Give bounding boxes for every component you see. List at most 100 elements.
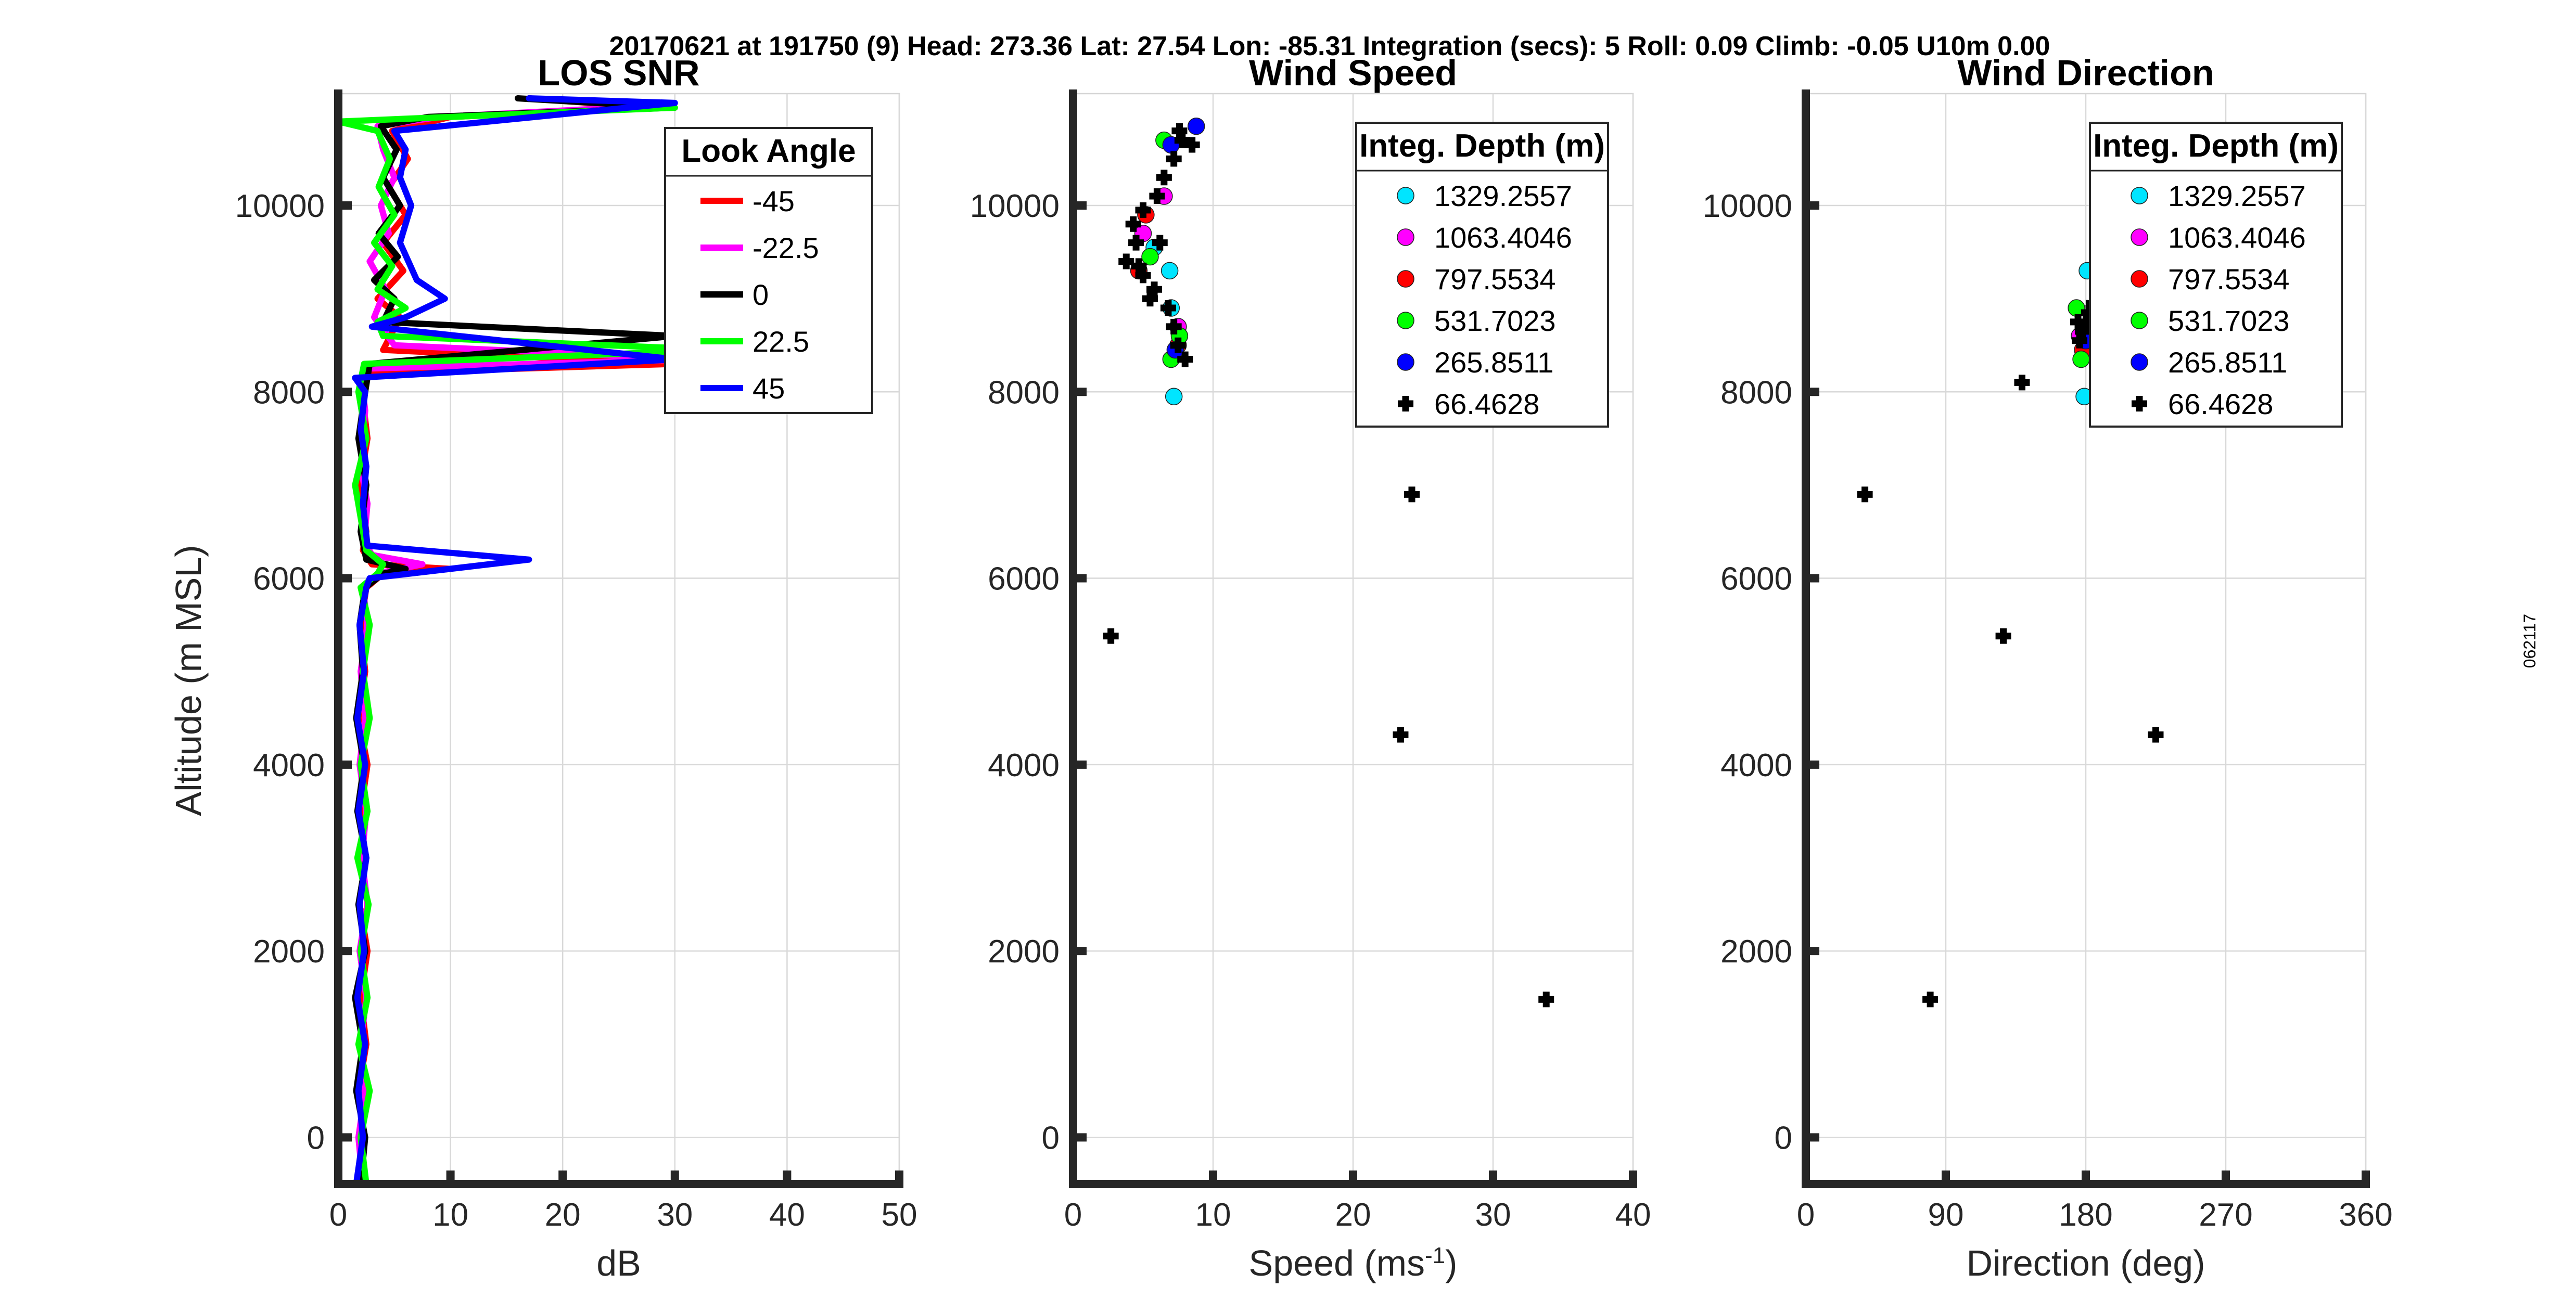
wind-direction-ytick-label: 2000 xyxy=(1720,934,1792,970)
los-snr-series-line-2 xyxy=(352,95,678,1187)
wind-direction-ytick-label: 10000 xyxy=(1703,188,1792,224)
los-snr-ytick-label: 0 xyxy=(307,1120,325,1156)
wind-direction-xtick-label: 180 xyxy=(2059,1197,2112,1233)
wind-speed-legend-swatch xyxy=(1397,228,1414,246)
wind-direction-data-point xyxy=(2148,727,2164,743)
los-snr-xtick-label: 40 xyxy=(769,1197,805,1233)
wind-direction-data-point xyxy=(2072,332,2088,349)
wind-speed-data-point xyxy=(1141,248,1159,266)
wind-direction-legend-entry: 265.8511 xyxy=(2168,346,2287,379)
wind-direction-data-point xyxy=(2072,350,2090,368)
wind-speed-data-point xyxy=(1135,267,1151,284)
los-snr-panel: 0 10 20 30 40 50 0 2000 4000 6000 8000 10000 LOS SNR… xyxy=(168,53,917,1283)
los-snr-ytick-label: 2000 xyxy=(253,934,325,970)
wind-direction-legend-swatch xyxy=(2131,353,2148,371)
los-snr-legend-entry: -45 xyxy=(753,185,795,217)
wind-speed-data-point xyxy=(1135,202,1151,218)
los-snr-xtick-label: 20 xyxy=(545,1197,581,1233)
wind-speed-xtick-label: 20 xyxy=(1335,1197,1371,1233)
los-snr-legend-title: Look Angle xyxy=(681,133,856,169)
los-snr-ytick-label: 8000 xyxy=(253,375,325,410)
wind-direction-legend-entry: 66.4628 xyxy=(2168,388,2273,420)
wind-speed-legend-entry: 66.4628 xyxy=(1434,388,1539,420)
wind-speed-series-group xyxy=(1103,117,1554,1008)
wind-speed-data-point xyxy=(1165,388,1183,405)
los-snr-series-group xyxy=(335,95,723,1187)
wind-direction-legend-swatch xyxy=(2131,312,2148,329)
wind-speed-data-point xyxy=(1404,486,1420,503)
los-snr-legend-box xyxy=(664,127,873,414)
wind-direction-ytick-label: 6000 xyxy=(1720,561,1792,597)
wind-speed-ytick-label: 6000 xyxy=(988,561,1060,597)
wind-speed-data-point xyxy=(1152,235,1168,251)
wind-speed-data-point xyxy=(1166,151,1182,167)
wind-direction-legend-swatch xyxy=(2131,228,2148,246)
wind-speed-ytick-label: 8000 xyxy=(988,375,1060,410)
figure-header: 20170621 at 191750 (9) Head: 273.36 Lat:… xyxy=(609,31,2050,61)
wind-speed-axes xyxy=(1069,89,1637,1188)
wind-direction-data-point xyxy=(1922,992,1939,1008)
wind-speed-data-point xyxy=(1166,318,1182,335)
los-snr-xtick-label: 30 xyxy=(657,1197,693,1233)
los-snr-legend-entry: 22.5 xyxy=(753,325,809,358)
wind-speed-data-point xyxy=(1125,216,1141,232)
wind-direction-legend-swatch xyxy=(2132,396,2147,411)
wind-direction-panel: 0 90 180 270 360 0 2000 4000 6000 8000 10000 Wind D… xyxy=(1703,53,2393,1283)
wind-speed-ytick-label: 4000 xyxy=(988,748,1060,783)
wind-speed-title: Wind Speed xyxy=(1249,53,1457,93)
wind-direction-data-point xyxy=(1857,486,1873,503)
wind-speed-ytick-label: 10000 xyxy=(970,188,1060,224)
wind-speed-data-point xyxy=(1149,188,1165,204)
wind-speed-xlabel: Speed (ms-1) xyxy=(1249,1243,1458,1284)
los-snr-ytick-label: 4000 xyxy=(253,748,325,783)
los-snr-xtick-label: 50 xyxy=(882,1197,917,1233)
wind-direction-legend-swatch xyxy=(2131,270,2148,288)
wind-speed-legend-entry: 265.8511 xyxy=(1434,346,1553,379)
wind-direction-ytick-label: 0 xyxy=(1775,1120,1792,1156)
wind-direction-ytick-label: 4000 xyxy=(1720,748,1792,783)
wind-speed-legend-entry: 1063.4046 xyxy=(1434,221,1572,254)
wind-speed-xtick-label: 0 xyxy=(1064,1197,1082,1233)
wind-speed-ytick-label: 0 xyxy=(1042,1120,1060,1156)
wind-direction-legend: Integ. Depth (m) 1329.2557 1063.4046 797.55… xyxy=(2089,122,2343,428)
los-snr-legend: Look Angle -45 -22.5 0 22.5 45 xyxy=(664,127,873,414)
wind-direction-axes xyxy=(1802,89,2370,1188)
los-snr-xtick-label: 0 xyxy=(329,1197,347,1233)
wind-speed-xtick-label: 30 xyxy=(1475,1197,1511,1233)
los-snr-legend-entry: 0 xyxy=(753,278,769,311)
los-snr-legend-entry: 45 xyxy=(753,372,785,405)
wind-speed-legend-swatch xyxy=(1397,187,1414,204)
wind-speed-data-point xyxy=(1146,281,1163,298)
wind-speed-data-point xyxy=(1156,170,1172,186)
los-snr-title: LOS SNR xyxy=(538,53,699,93)
wind-direction-legend-title: Integ. Depth (m) xyxy=(2093,128,2339,164)
wind-speed-legend-swatch xyxy=(1397,270,1414,288)
wind-speed-panel: 0 10 20 30 40 0 2000 4000 6000 8000 10000 Wind Spee… xyxy=(970,53,1651,1283)
wind-direction-xtick-label: 360 xyxy=(2339,1197,2392,1233)
wind-speed-data-point xyxy=(1161,262,1179,280)
side-label: 062117 xyxy=(2520,614,2539,668)
wind-direction-xtick-label: 90 xyxy=(1928,1197,1964,1233)
los-snr-ylabel: Altitude (m MSL) xyxy=(168,545,209,816)
wind-direction-legend-entry: 797.5534 xyxy=(2168,263,2290,295)
wind-speed-data-point xyxy=(1538,992,1554,1008)
wind-direction-xlabel: Direction (deg) xyxy=(1966,1243,2205,1283)
los-snr-xtick-label: 10 xyxy=(432,1197,468,1233)
wind-speed-ytick-label: 2000 xyxy=(988,934,1060,970)
los-snr-ytick-label: 10000 xyxy=(235,188,325,224)
wind-speed-data-point xyxy=(1118,253,1134,269)
wind-direction-legend-entry: 531.7023 xyxy=(2168,304,2290,337)
los-snr-series-line-4 xyxy=(352,95,678,1187)
wind-speed-data-point xyxy=(1142,291,1158,307)
wind-speed-data-point xyxy=(1103,628,1119,644)
wind-direction-legend-entry: 1063.4046 xyxy=(2168,221,2306,254)
wind-direction-ytick-label: 8000 xyxy=(1720,375,1792,410)
wind-speed-legend-title: Integ. Depth (m) xyxy=(1359,128,1605,164)
wind-speed-data-point xyxy=(1187,117,1205,135)
wind-speed-data-point xyxy=(1393,727,1409,743)
wind-speed-data-point xyxy=(1171,123,1188,139)
wind-speed-data-point xyxy=(1184,137,1200,153)
wind-speed-data-point xyxy=(1131,258,1147,274)
wind-direction-xtick-label: 270 xyxy=(2199,1197,2252,1233)
